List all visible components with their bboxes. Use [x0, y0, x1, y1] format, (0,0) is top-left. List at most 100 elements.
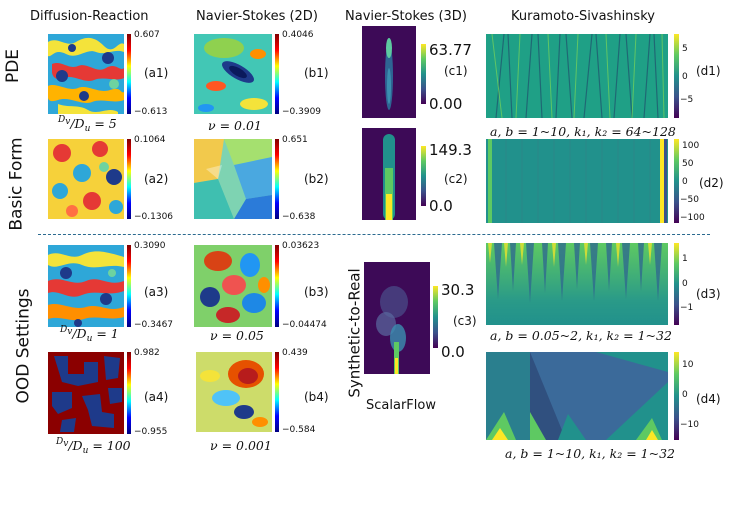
colorbar-b3-min: −0.04474 — [282, 320, 327, 330]
colorbar-a3 — [127, 245, 131, 327]
colorbar-d3-tick-0: 1 — [682, 254, 688, 264]
panel-tag-a1: (a1) — [144, 66, 169, 80]
colorbar-c2-min: 0.0 — [429, 197, 453, 215]
colorbar-d2 — [674, 139, 679, 223]
volume-c1-image — [362, 26, 416, 118]
colorbar-a1-max: 0.607 — [134, 30, 160, 40]
panel-tag-c3: (c3) — [453, 314, 477, 328]
colorbar-b1-min: −0.3909 — [282, 107, 322, 117]
panel-tag-b2: (b2) — [304, 172, 329, 186]
volume-c2-image — [362, 128, 416, 220]
volume-c1 — [362, 26, 416, 118]
row-label-basic-form: Basic Form — [6, 137, 27, 231]
colorbar-a4-min: −0.955 — [134, 427, 168, 437]
column-header-navier-stokes-3d: Navier-Stokes (3D) — [345, 9, 467, 24]
caption-a1-ratio: Dv/Du = 5 — [58, 115, 117, 134]
panel-tag-a4: (a4) — [144, 390, 169, 404]
colorbar-d4-tick-1: 0 — [682, 390, 688, 400]
panel-tag-d2: (d2) — [699, 176, 724, 190]
heatmap-b3-image — [194, 245, 272, 327]
heatmap-d2-image — [486, 139, 668, 223]
colorbar-c2 — [421, 146, 426, 206]
heatmap-a2-image — [48, 139, 124, 219]
colorbar-c3-max: 30.3 — [441, 281, 475, 299]
heatmap-a3-image — [48, 245, 124, 327]
ratio-num: D — [56, 437, 64, 447]
colorbar-d1-tick-2: −5 — [680, 95, 694, 105]
column-header-kuramoto-sivashinsky: Kuramoto-Sivashinsky — [511, 9, 655, 24]
colorbar-d4-tick-2: −10 — [680, 420, 699, 430]
colorbar-a2 — [127, 139, 131, 219]
panel-tag-d3: (d3) — [696, 287, 721, 301]
ratio-den-sub: u — [82, 446, 89, 456]
column-header-diffusion-reaction: Diffusion-Reaction — [30, 9, 149, 24]
heatmap-b4-image — [196, 352, 272, 432]
colorbar-b2-max: 0.651 — [282, 135, 308, 145]
ratio-den: D — [76, 326, 87, 341]
colorbar-d1 — [674, 34, 679, 118]
ratio-eq: = 100 — [88, 438, 131, 453]
colorbar-a4-max: 0.982 — [134, 348, 160, 358]
colorbar-a2-max: 0.1064 — [134, 135, 166, 145]
heatmap-a3 — [48, 245, 124, 327]
panel-tag-d1: (d1) — [696, 64, 721, 78]
colorbar-b1-max: 0.4046 — [282, 30, 314, 40]
colorbar-d1-tick-1: 0 — [682, 72, 688, 82]
ratio-den-sub: u — [86, 334, 93, 344]
heatmap-b2-image — [194, 139, 272, 219]
ratio-num: D — [60, 325, 68, 335]
heatmap-d1-image — [486, 34, 668, 118]
ratio-eq: = 1 — [92, 326, 119, 341]
colorbar-a2-min: −0.1306 — [134, 212, 174, 222]
colorbar-d2-tick-4: −100 — [680, 213, 705, 223]
panel-tag-b3: (b3) — [304, 285, 329, 299]
column-header-navier-stokes-2d: Navier-Stokes (2D) — [196, 9, 318, 24]
heatmap-b1 — [194, 34, 272, 114]
caption-b3-nu: ν = 0.05 — [210, 328, 264, 343]
caption-c3-source: ScalarFlow — [366, 398, 436, 413]
colorbar-a3-max: 0.3090 — [134, 241, 166, 251]
panel-tag-d4: (d4) — [696, 392, 721, 406]
heatmap-d4 — [486, 352, 668, 440]
caption-a3-ratio: Dv/Du = 1 — [60, 325, 119, 344]
colorbar-b3 — [275, 245, 279, 327]
colorbar-d4-tick-0: 10 — [682, 360, 694, 370]
heatmap-a1-image — [48, 34, 124, 114]
ratio-num: D — [58, 115, 66, 125]
ratio-den: D — [74, 116, 85, 131]
row-label-synthetic-to-real: Synthetic-to-Real — [345, 268, 364, 398]
colorbar-b2 — [275, 139, 279, 219]
caption-a4-ratio: Dv/Du = 100 — [56, 437, 131, 456]
ratio-den: D — [72, 438, 83, 453]
caption-b1-nu: ν = 0.01 — [208, 118, 262, 133]
heatmap-b1-image — [194, 34, 272, 114]
panel-tag-a2: (a2) — [144, 172, 169, 186]
ratio-num-sub: v — [63, 439, 69, 449]
panel-tag-a3: (a3) — [144, 285, 169, 299]
colorbar-b3-max: 0.03623 — [282, 241, 320, 251]
colorbar-c1-min: 0.00 — [429, 95, 463, 113]
colorbar-a1 — [127, 34, 131, 114]
heatmap-a4 — [48, 352, 124, 434]
panel-tag-c1: (c1) — [444, 64, 468, 78]
colorbar-b4-min: −0.584 — [282, 425, 316, 435]
heatmap-b2 — [194, 139, 272, 219]
colorbar-d2-tick-1: 50 — [682, 159, 694, 169]
row-label-ood-settings: OOD Settings — [13, 288, 34, 404]
volume-c3-image — [364, 262, 430, 374]
colorbar-d3-tick-2: −1 — [680, 303, 694, 313]
colorbar-a1-min: −0.613 — [134, 107, 168, 117]
heatmap-d1 — [486, 34, 668, 118]
caption-b4-nu: ν = 0.001 — [210, 438, 272, 453]
colorbar-d3-tick-1: 0 — [682, 279, 688, 289]
volume-c3 — [364, 262, 430, 374]
colorbar-d2-tick-2: 0 — [682, 177, 688, 187]
colorbar-a3-min: −0.3467 — [134, 320, 174, 330]
colorbar-d2-tick-3: −50 — [680, 195, 699, 205]
panel-tag-b4: (b4) — [304, 390, 329, 404]
colorbar-b4 — [275, 352, 279, 432]
colorbar-b1 — [275, 34, 279, 114]
heatmap-d2 — [486, 139, 668, 223]
heatmap-a4-image — [48, 352, 124, 434]
heatmap-b4 — [196, 352, 272, 432]
